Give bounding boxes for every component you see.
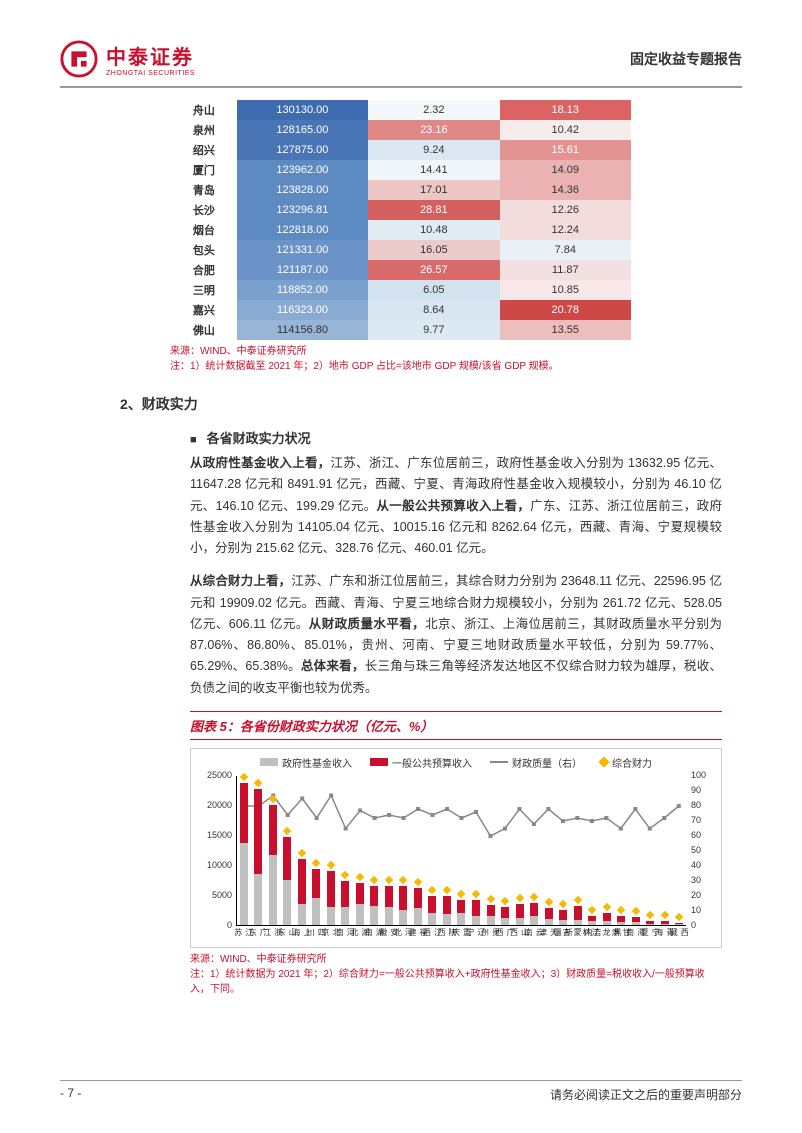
table-row: 舟山 130130.00 2.32 18.13: [171, 100, 631, 120]
bar-group: 江苏: [237, 783, 251, 925]
table-row: 包头 121331.00 16.05 7.84: [171, 240, 631, 260]
report-title: 固定收益专题报告: [630, 49, 742, 69]
table-row: 厦门 123962.00 14.41 14.09: [171, 160, 631, 180]
bar-group: 辽宁: [469, 900, 483, 925]
table-row: 佛山 114156.80 9.77 13.55: [171, 320, 631, 340]
paragraph-2: 从综合财力上看，江苏、广东和浙江位居前三，其综合财力分别为 23648.11 亿…: [190, 571, 722, 699]
bar-group: 西藏: [672, 923, 686, 925]
bar-group: 重庆: [455, 900, 469, 925]
logo-icon: [60, 40, 98, 78]
table-row: 三明 118852.00 6.05 10.85: [171, 280, 631, 300]
city-data-table: 舟山 130130.00 2.32 18.13 泉州 128165.00 23.…: [171, 100, 631, 340]
bar-group: 广西: [498, 907, 512, 924]
section-2-title: 2、财政实力: [120, 394, 742, 414]
bar-group: 湖南: [368, 886, 382, 924]
bar-group: 黑龙江: [600, 913, 614, 924]
bar-group: 宁夏: [643, 921, 657, 925]
bar-group: 内蒙古: [571, 906, 585, 925]
table-row: 绍兴 127875.00 9.24 15.61: [171, 140, 631, 160]
bar-group: 陕西: [440, 896, 454, 925]
bar-group: 新疆: [556, 910, 570, 924]
chart-source-note: 来源：WIND、中泰证券研究所 注：1）统计数据为 2021 年；2）综合财力=…: [190, 952, 722, 997]
page-header: 中泰证券 ZHONGTAI SECURITIES 固定收益专题报告: [60, 40, 742, 88]
table-row: 泉州 128165.00 23.16 10.42: [171, 120, 631, 140]
table-row: 长沙 123296.81 28.81 12.26: [171, 200, 631, 220]
bar-group: 河南: [339, 881, 353, 925]
bar-group: 山东: [281, 837, 295, 925]
bar-group: 海南: [629, 917, 643, 925]
bar-group: 贵州: [484, 905, 498, 925]
bar-group: 甘肃: [614, 916, 628, 925]
table-row: 合肥 121187.00 26.57 11.87: [171, 260, 631, 280]
bar-group: 青海: [658, 921, 672, 925]
bar-group: 河北: [397, 886, 411, 925]
logo-text-en: ZHONGTAI SECURITIES: [106, 70, 195, 77]
bar-group: 吉林: [585, 916, 599, 925]
bar-group: 湖北: [353, 883, 367, 925]
bar-group: 浙江: [266, 805, 280, 924]
page-number: - 7 -: [60, 1086, 81, 1103]
subsection-title: 各省财政实力状况: [190, 428, 722, 447]
logo: 中泰证券 ZHONGTAI SECURITIES: [60, 40, 195, 78]
logo-text-cn: 中泰证券: [106, 41, 195, 70]
bar-group: 山西: [513, 904, 527, 925]
paragraph-1: 从政府性基金收入上看，江苏、浙江、广东位居前三，政府性基金收入分别为 13632…: [190, 453, 722, 559]
table-row: 烟台 122818.00 10.48 12.24: [171, 220, 631, 240]
page-footer: - 7 - 请务必阅读正文之后的重要声明部分: [60, 1080, 742, 1103]
chart-legend: 政府性基金收入 一般公共预算收入 财政质量（右） 综合财力: [201, 755, 711, 770]
bar-group: 北京: [324, 871, 338, 925]
bar-group: 云南: [527, 903, 541, 925]
table-source-note: 来源：WIND、中泰证券研究所 注：1）统计数据截至 2021 年；2）地市 G…: [170, 344, 742, 374]
bar-group: 天津: [542, 908, 556, 925]
bar-group: 广东: [252, 789, 266, 925]
bar-group: 江西: [426, 896, 440, 925]
table-row: 青岛 123828.00 17.01 14.36: [171, 180, 631, 200]
disclaimer-text: 请务必阅读正文之后的重要声明部分: [550, 1086, 742, 1103]
table-row: 嘉兴 116323.00 8.64 20.78: [171, 300, 631, 320]
bar-group: 安徽: [382, 886, 396, 925]
chart-5-title: 图表 5：各省份财政实力状况（亿元、%）: [190, 711, 722, 740]
bar-group: 福建: [411, 888, 425, 925]
bar-group: 四川: [310, 869, 324, 925]
chart-5: 政府性基金收入 一般公共预算收入 财政质量（右） 综合财力 0500010000…: [190, 748, 722, 948]
bar-group: 上海: [295, 859, 309, 925]
